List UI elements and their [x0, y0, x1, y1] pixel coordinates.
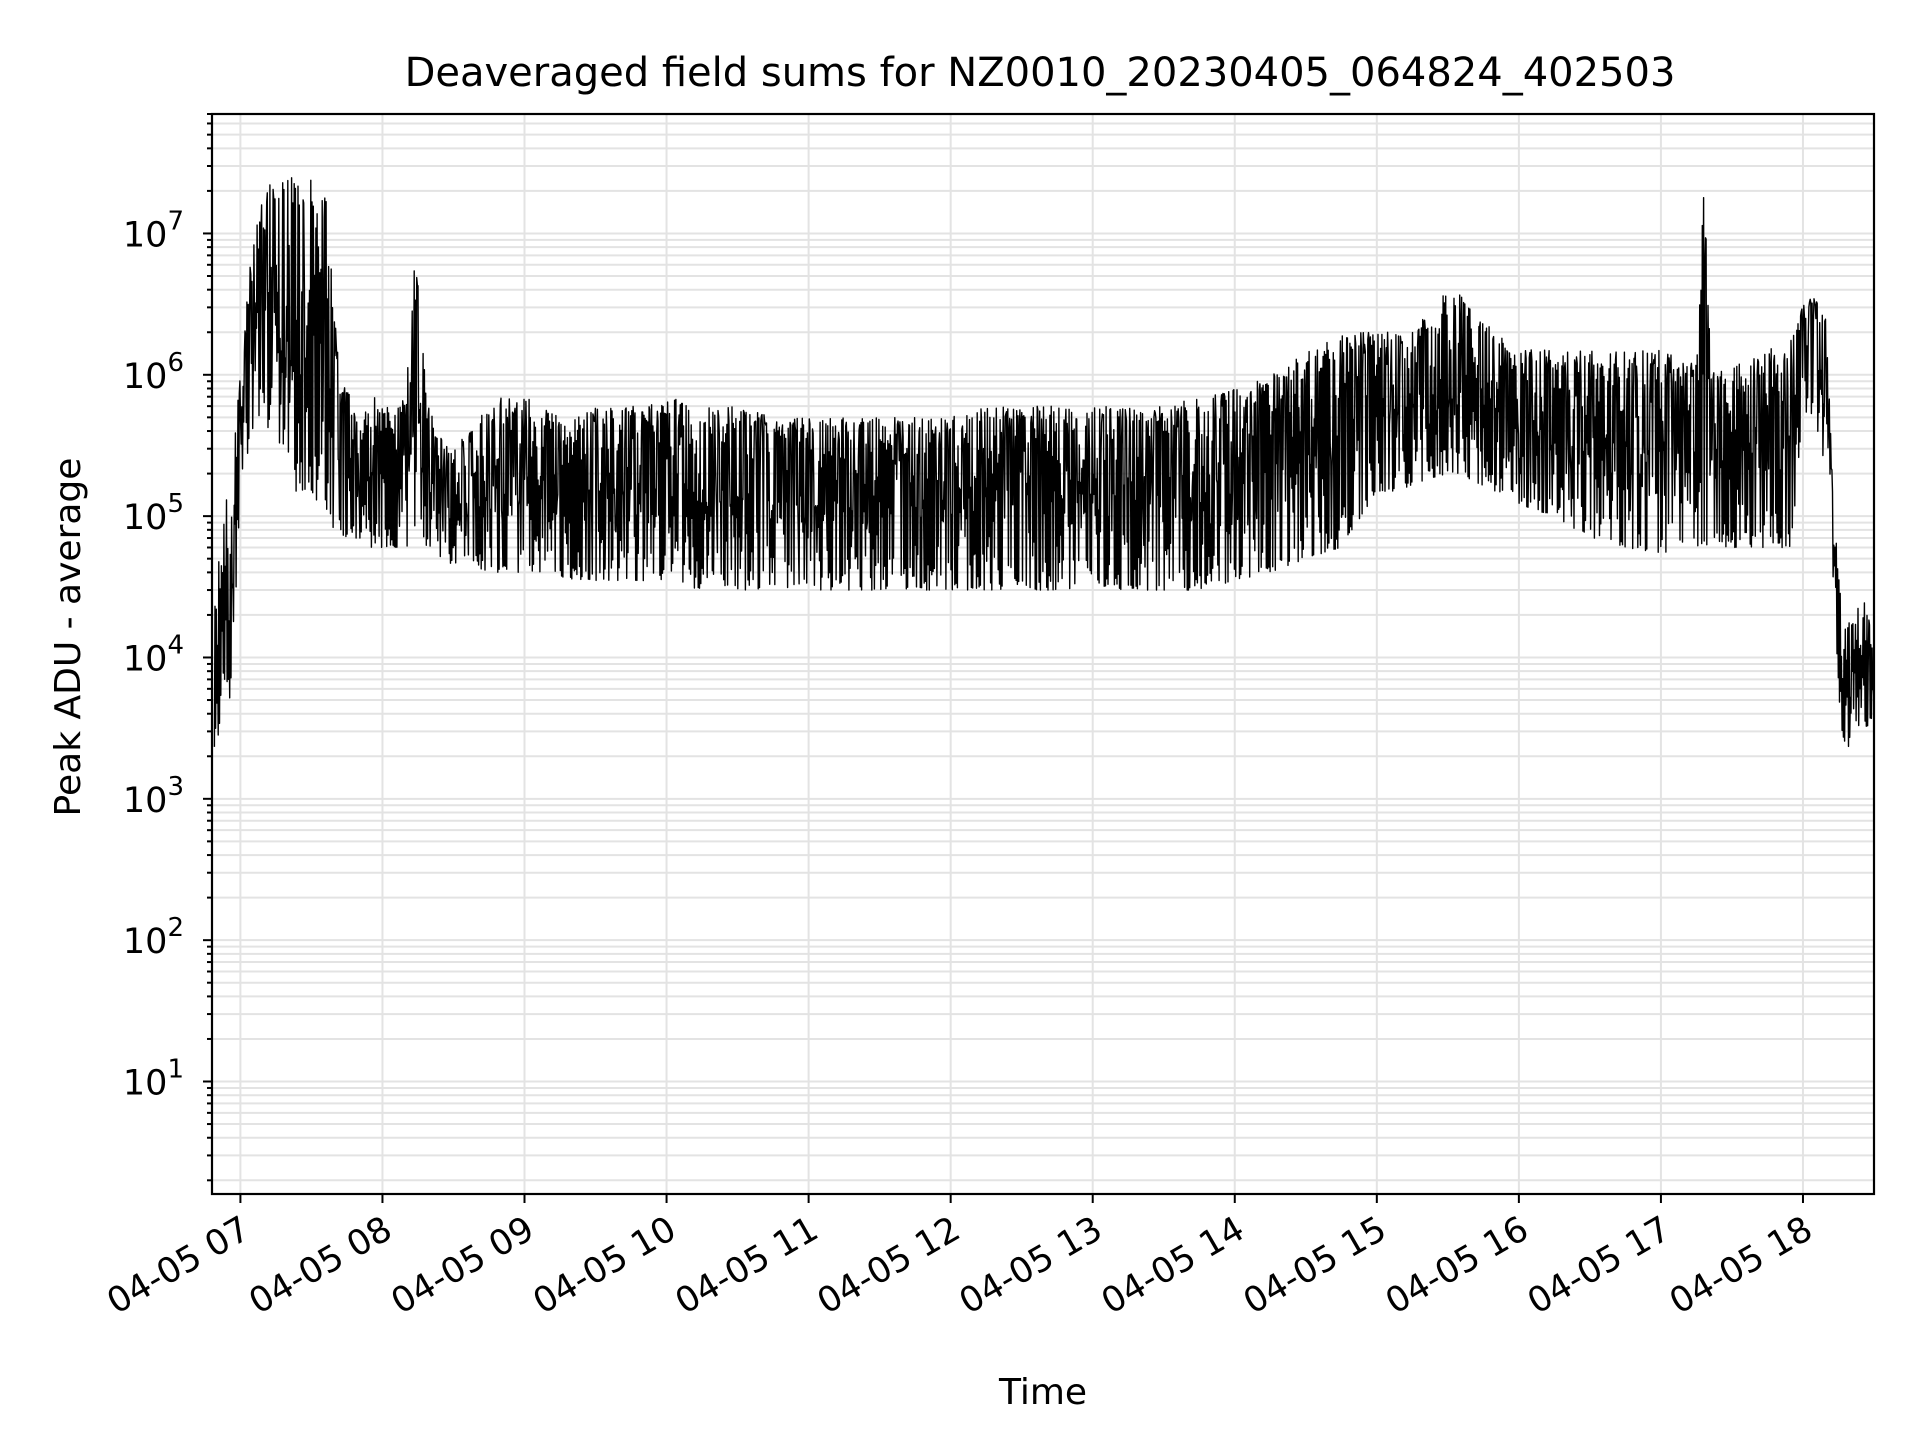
y-axis-label: Peak ADU - average [48, 458, 89, 817]
y-tick-label: 102 [123, 913, 184, 962]
y-tick-label: 103 [123, 772, 184, 821]
plot-frame [210, 112, 1876, 1196]
y-tick-label: 105 [123, 489, 184, 538]
y-axis-ticks: 101 102 103 104 105 106 107 [123, 113, 212, 1182]
series-layer [213, 177, 1875, 748]
series-line [213, 177, 1875, 748]
y-tick-label: 104 [123, 630, 184, 679]
y-tick-label: 101 [123, 1055, 184, 1104]
y-tick-label: 106 [123, 348, 184, 397]
y-tick-label: 107 [123, 206, 184, 255]
chart-title: Deaveraged field sums for NZ0010_2023040… [405, 50, 1676, 96]
grid-layer [212, 113, 1874, 1194]
x-axis-label: Time [998, 1372, 1087, 1413]
